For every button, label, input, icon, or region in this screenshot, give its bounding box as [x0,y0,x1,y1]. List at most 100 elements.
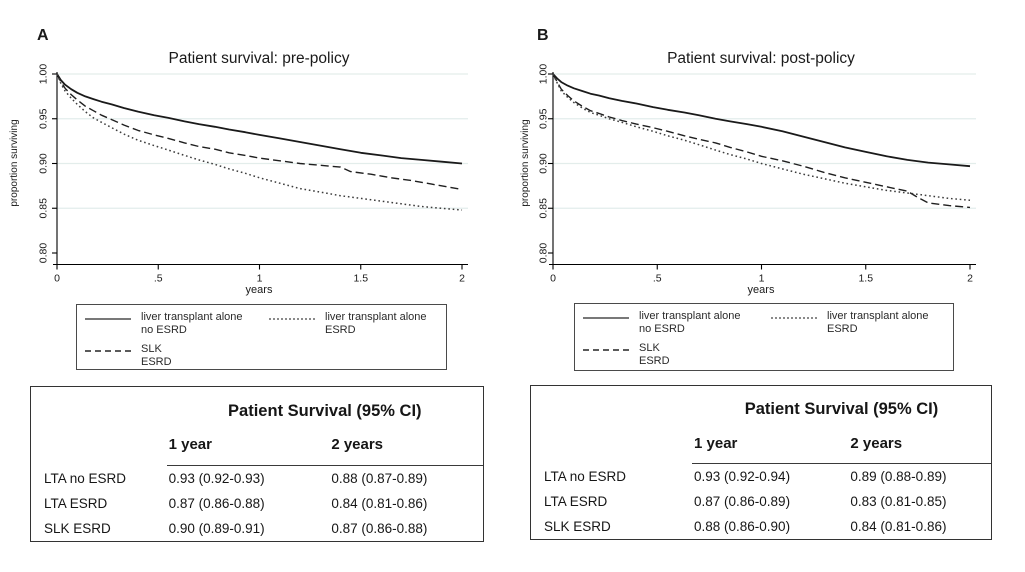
value-2-years: 0.89 (0.88-0.89) [850,469,947,485]
survival-table-post: Patient Survival (95% CI) 1 year 2 years… [530,385,992,540]
chart-title-post: Patient survival: post-policy [667,50,855,67]
x-axis-label-post: years [748,284,775,296]
value-1-year: 0.88 (0.86-0.90) [694,519,791,535]
y-axis-label-pre: proportion surviving [9,119,20,206]
series-solid-line [552,73,971,168]
legend-label-line2: ESRD [141,356,172,369]
dotted-line-swatch [269,318,315,320]
dashed-line-swatch [85,350,131,352]
value-2-years: 0.88 (0.87-0.89) [331,471,428,487]
plot-area-post: 0 .5 1 1.5 2 0.80 0.85 0.90 0.95 1.00 [538,64,976,285]
col-header-2-years: 2 years [329,428,483,466]
legend-entry-label: SLK ESRD [639,342,670,368]
table-header-row: 1 year 2 years [531,426,991,465]
row-label: SLK ESRD [544,519,611,535]
series-solid-line [56,73,463,165]
y-tick-label: 0.85 [38,198,50,219]
legend-label-line2: ESRD [325,324,356,337]
legend-label-line1: liver transplant alone [141,311,243,323]
survival-chart-post-policy: B Patient survival: post-policy years pr… [520,27,976,296]
y-tick-label: 0.80 [38,243,50,264]
x-tick-label: 1 [759,273,765,285]
col-header-1-year: 1 year [692,426,849,465]
value-2-years: 0.83 (0.81-0.85) [850,494,947,510]
plot-area-pre: 0 .5 1 1.5 2 0.80 0.85 0.90 0.95 1.00 [38,64,468,285]
legend-label-line2: ESRD [827,323,858,336]
value-1-year: 0.93 (0.92-0.94) [694,469,791,485]
legend-entry-lta-esrd: liver transplant alone ESRD [269,311,427,337]
y-tick-label: 1.00 [38,64,50,85]
survival-chart-pre-policy: A Patient survival: pre-policy years pro… [9,27,468,296]
table-title-row: Patient Survival (95% CI) [31,387,483,428]
legend-entry-lta-esrd: liver transplant alone ESRD [771,310,929,336]
table-row: LTA ESRD 0.87 (0.86-0.88) 0.84 (0.81-0.8… [31,491,483,516]
x-axis-label-pre: years [246,284,273,296]
legend-label-line2: no ESRD [141,324,187,337]
x-tick-label: 0 [54,273,60,285]
col-header-1-year: 1 year [166,428,330,466]
y-tick-label: 0.90 [538,153,550,174]
row-label: SLK ESRD [44,521,111,537]
legend-label-line1: liver transplant alone [827,310,929,322]
table-title: Patient Survival (95% CI) [228,401,422,420]
table: Patient Survival (95% CI) 1 year 2 years… [31,387,483,541]
table-title: Patient Survival (95% CI) [744,400,939,419]
value-2-years: 0.84 (0.81-0.86) [850,519,947,535]
legend-label-line1: liver transplant alone [325,311,427,323]
value-1-year: 0.90 (0.89-0.91) [168,521,265,537]
x-tick-label: 0 [550,273,556,285]
y-tick-label: 0.80 [538,243,550,264]
legend-label-line1: liver transplant alone [639,310,741,322]
legend-entry-label: liver transplant alone ESRD [325,311,427,337]
row-label: LTA no ESRD [44,470,127,486]
dashed-line-swatch [583,349,629,351]
row-label: LTA ESRD [544,494,608,510]
legend-entry-label: liver transplant alone no ESRD [141,311,243,337]
table-cell-empty [531,386,692,427]
table-cell-empty [31,428,167,465]
y-tick-label: 0.95 [538,108,550,129]
y-tick-label: 1.00 [538,64,550,85]
table-row: LTA no ESRD 0.93 (0.92-0.94) 0.89 (0.88-… [531,464,991,490]
row-label: LTA no ESRD [544,469,627,485]
legend-entry-label: liver transplant alone ESRD [827,310,929,336]
panel-label-a: A [37,27,49,44]
x-tick-label: 2 [967,273,973,285]
series-dashed-line [56,73,463,191]
panel-label-b: B [537,27,549,44]
y-axis-label-post: proportion surviving [520,119,531,206]
table-row: SLK ESRD 0.88 (0.86-0.90) 0.84 (0.81-0.8… [531,514,991,539]
x-tick-label: .5 [154,273,163,285]
value-1-year: 0.87 (0.86-0.88) [168,496,265,512]
survival-table-pre: Patient Survival (95% CI) 1 year 2 years… [30,386,484,542]
legend-label-line1: SLK [141,343,162,355]
x-tick-label: .5 [653,273,662,285]
x-tick-label: 1.5 [858,273,873,285]
legend-label-line2: ESRD [639,355,670,368]
series-dotted-line [552,73,971,201]
legend-entry-slk-esrd: SLK ESRD [85,343,172,369]
value-2-years: 0.87 (0.86-0.88) [331,521,428,537]
x-tick-label: 1 [257,273,263,285]
table-cell-empty [531,427,692,464]
legend-post: liver transplant alone no ESRD liver tra… [574,303,954,371]
series-dotted-line [56,73,463,211]
legend-entry-label: liver transplant alone no ESRD [639,310,741,336]
col-header-2-years: 2 years [848,426,991,465]
dotted-line-swatch [771,317,817,319]
table: Patient Survival (95% CI) 1 year 2 years… [531,386,991,539]
legend-label-line1: SLK [639,342,660,354]
value-2-years: 0.84 (0.81-0.86) [331,496,428,512]
legend-label-line2: no ESRD [639,323,685,336]
table-row: LTA ESRD 0.87 (0.86-0.89) 0.83 (0.81-0.8… [531,489,991,514]
legend-entry-lta-no-esrd: liver transplant alone no ESRD [583,310,741,336]
y-tick-label: 0.90 [38,153,50,174]
solid-line-swatch [583,317,629,319]
series-dashed-line [552,73,971,209]
table-header-row: 1 year 2 years [31,428,483,466]
table-row: LTA no ESRD 0.93 (0.92-0.93) 0.88 (0.87-… [31,465,483,491]
legend-entry-label: SLK ESRD [141,343,172,369]
solid-line-swatch [85,318,131,320]
value-1-year: 0.93 (0.92-0.93) [168,471,265,487]
